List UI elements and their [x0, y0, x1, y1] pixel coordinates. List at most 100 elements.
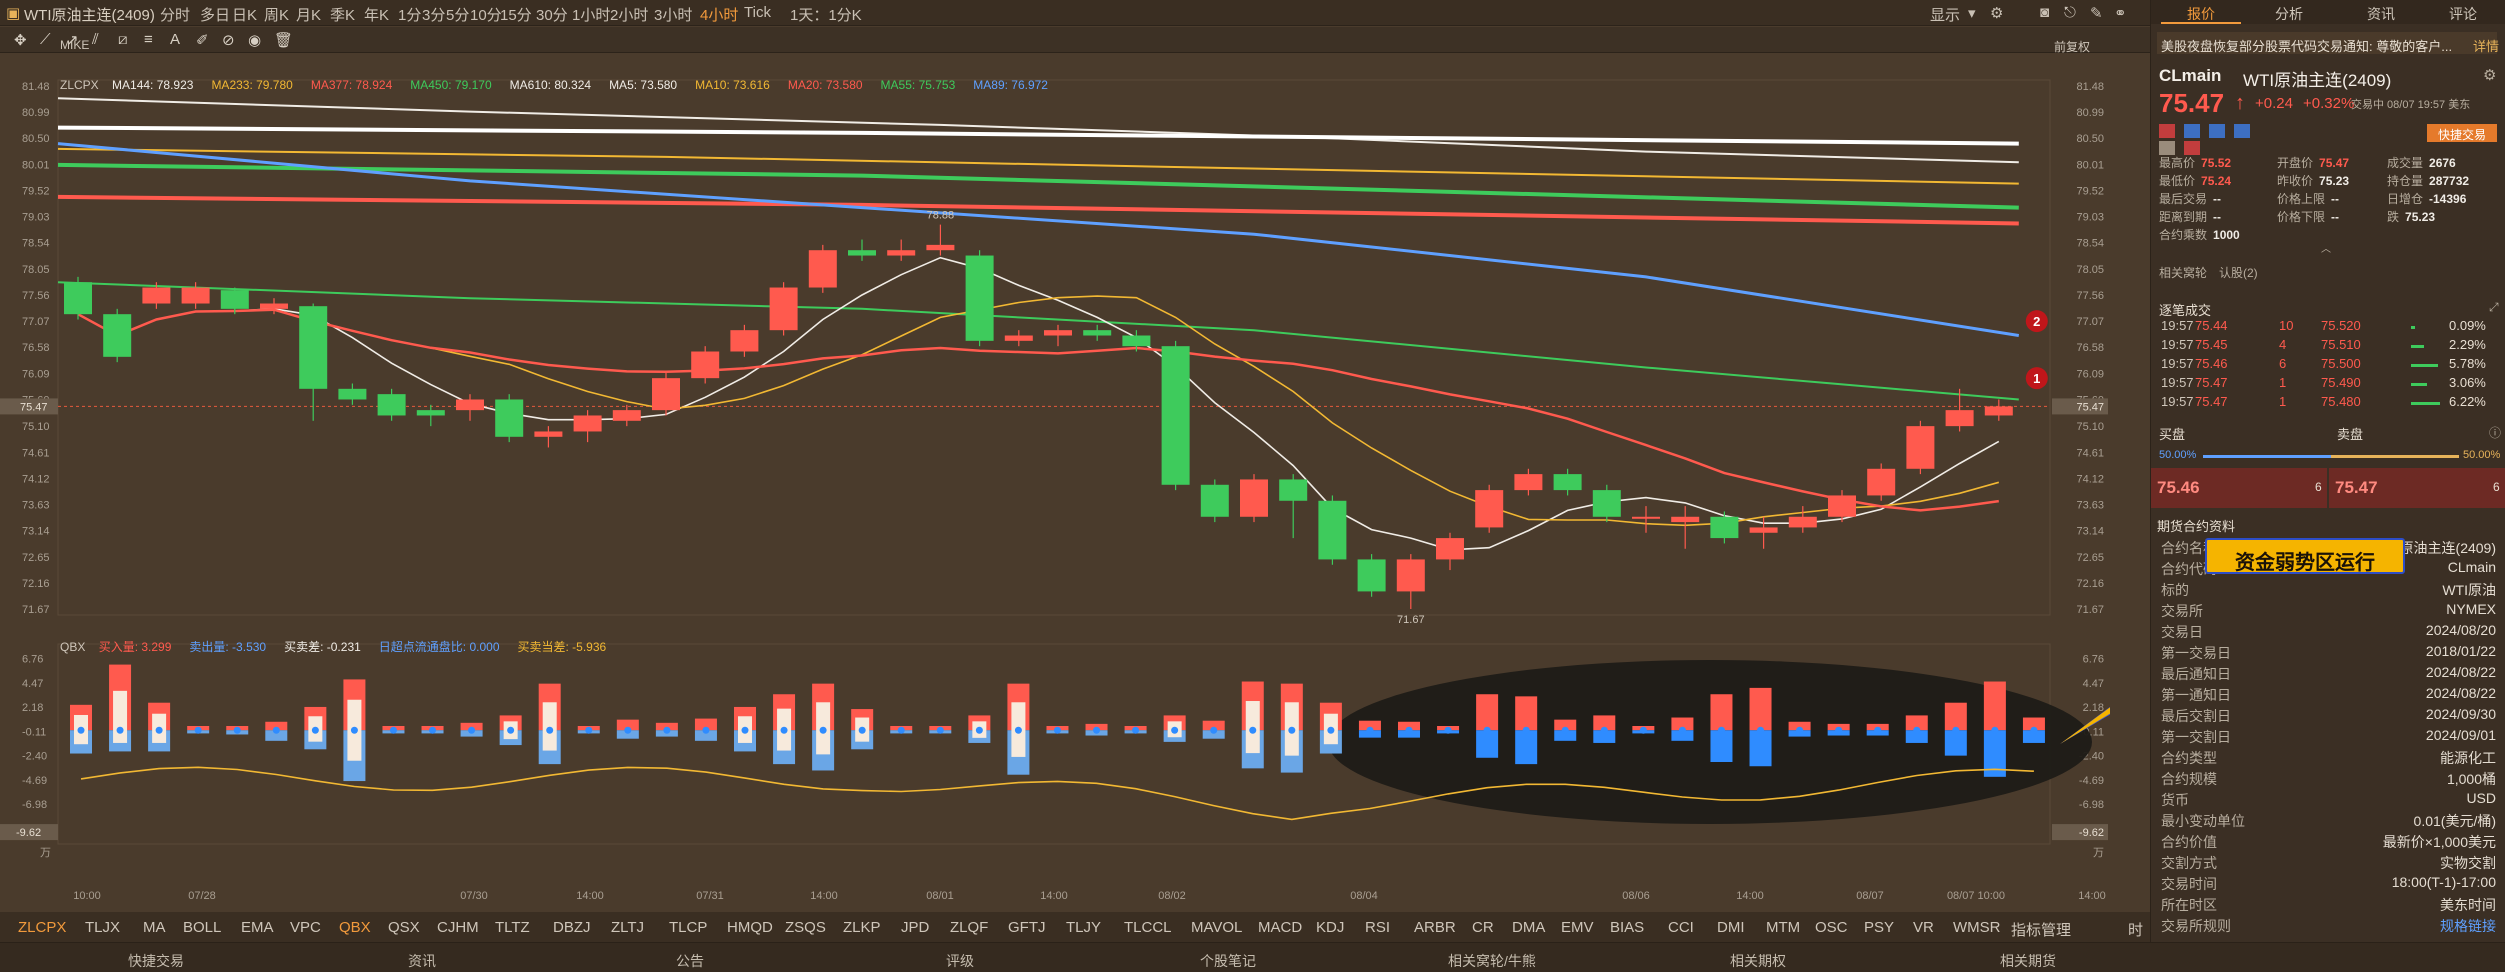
indicator-tab[interactable]: DMA — [1512, 919, 1546, 936]
indicator-tab[interactable]: 指标管理 — [2011, 922, 2072, 939]
magnet-icon[interactable]: ⊘ — [222, 32, 235, 49]
warrant-count-link[interactable]: 认股(2) — [2219, 266, 2258, 280]
panel-tab[interactable]: 报价 — [2161, 0, 2241, 24]
indicator-tab[interactable]: ZLQF — [950, 919, 989, 936]
timeframe-17[interactable]: Tick — [744, 4, 771, 21]
indicator-tab[interactable]: TLCP — [669, 919, 708, 936]
trash-icon[interactable]: 🗑 — [274, 32, 294, 49]
timeframe-12[interactable]: 30分 — [536, 7, 568, 24]
indicator-tab[interactable]: VPC — [290, 919, 321, 936]
indicator-tab[interactable]: ZLKP — [843, 919, 881, 936]
restore-label[interactable]: 前复权 — [2054, 40, 2091, 54]
indicator-tab[interactable]: BIAS — [1610, 919, 1645, 936]
timeframe-9[interactable]: 5分 — [446, 7, 470, 24]
pen-icon[interactable]: ✎ — [2090, 5, 2103, 22]
indicator-tab[interactable]: TLCCL — [1124, 919, 1172, 936]
indicator-tab[interactable]: VR — [1913, 919, 1934, 936]
fib-tool-icon[interactable]: ≡ — [144, 31, 153, 48]
line-tool-icon[interactable]: ⟋ — [40, 31, 51, 48]
timeframe-16[interactable]: 4小时 — [700, 7, 739, 24]
kline-chart[interactable]: 81.48 81.48 80.99 80.99 80.50 80.50 80.01 80.01… — [0, 54, 2230, 912]
timeframe-1[interactable]: 多日 — [200, 7, 231, 24]
timeframe-14[interactable]: 2小时 — [610, 7, 649, 24]
timeframe-0[interactable]: 分时 — [160, 7, 191, 24]
timeframe-6[interactable]: 年K — [364, 7, 390, 24]
contract-value[interactable]: 规格链接 — [2440, 918, 2496, 934]
indicator-tab[interactable]: TLJY — [1066, 919, 1102, 936]
ray-tool-icon[interactable]: ↗ — [66, 32, 79, 49]
link-icon[interactable]: ⚭ — [2114, 5, 2127, 22]
footer-link[interactable]: 快捷交易 — [128, 953, 184, 969]
settings-icon[interactable]: ⚙ — [1990, 5, 2004, 22]
news-link[interactable]: 详情 — [2473, 39, 2500, 54]
indicator-tab[interactable]: ZLTJ — [611, 919, 645, 936]
footer-link[interactable]: 公告 — [676, 953, 704, 969]
timeframe-10[interactable]: 10分 — [470, 7, 502, 24]
indicator-tab[interactable]: MACD — [1258, 919, 1303, 936]
panel-tab[interactable]: 资讯 — [2367, 6, 2395, 22]
info-icon[interactable]: ⓘ — [2489, 426, 2502, 440]
chevron-up-icon[interactable]: ︿ — [2321, 244, 2331, 255]
indicator-tab[interactable]: OSC — [1815, 919, 1848, 936]
crosshair-icon[interactable]: ✥ — [14, 32, 27, 49]
parallel-tool-icon[interactable]: ⫽ — [92, 31, 99, 48]
indicator-tab[interactable]: BOLL — [183, 919, 222, 936]
panel-tab[interactable]: 分析 — [2275, 6, 2303, 22]
timeframe-11[interactable]: 15分 — [500, 7, 532, 24]
indicator-tab[interactable]: MTM — [1766, 919, 1801, 936]
share-icon[interactable]: ⎋ — [2064, 4, 2076, 21]
indicator-tab[interactable]: TLJX — [85, 919, 121, 936]
indicator-tab[interactable]: HMQD — [727, 919, 773, 936]
timeframe-2[interactable]: 日K — [232, 7, 258, 24]
indicator-tab[interactable]: EMA — [241, 919, 274, 936]
indicator-tab[interactable]: DMI — [1717, 919, 1745, 936]
indicator-tab[interactable]: ZLCPX — [18, 919, 67, 936]
indicator-tab[interactable]: CJHM — [437, 919, 479, 936]
eye-icon[interactable]: ◉ — [248, 32, 262, 49]
text-tool-icon[interactable]: A — [170, 31, 181, 48]
footer-link[interactable]: 相关窝轮/牛熊 — [1448, 953, 1536, 969]
indicator-tab[interactable]: ZSQS — [785, 919, 826, 936]
indicator-tab[interactable]: ARBR — [1414, 919, 1456, 936]
channel-tool-icon[interactable]: ⧄ — [118, 31, 128, 48]
indicator-tab[interactable]: GFTJ — [1008, 919, 1046, 936]
indicator-tab[interactable]: DBZJ — [553, 919, 591, 936]
footer-link[interactable]: 相关期货 — [2000, 953, 2056, 969]
brush-tool-icon[interactable]: ✐ — [196, 32, 209, 49]
indicator-tab[interactable]: WMSR — [1953, 919, 2001, 936]
indicator-tab[interactable]: TLTZ — [495, 919, 530, 936]
chevron-down-icon[interactable]: ▾ — [1968, 5, 1976, 22]
indicator-tab[interactable]: KDJ — [1316, 919, 1345, 936]
indicator-tab[interactable]: QBX — [339, 919, 371, 936]
timeframe-7[interactable]: 1分 — [398, 7, 422, 24]
indicator-tab[interactable]: CCI — [1668, 919, 1694, 936]
bid-box[interactable]: 75.46 6 — [2151, 468, 2327, 508]
settings-icon[interactable]: ⚙ — [2483, 67, 2497, 84]
timeframe-3[interactable]: 周K — [264, 7, 290, 24]
timeframe-13[interactable]: 1小时 — [572, 7, 611, 24]
panel-tab[interactable]: 评论 — [2449, 6, 2477, 22]
footer-link[interactable]: 个股笔记 — [1200, 953, 1256, 969]
timeframe-18[interactable]: 1天：1分K — [790, 7, 862, 24]
indicator-tab[interactable]: CR — [1472, 919, 1494, 936]
indicator-tab[interactable]: QSX — [388, 919, 420, 936]
indicator-tab[interactable]: RSI — [1365, 919, 1391, 936]
expand-icon[interactable]: ⤢ — [2489, 300, 2499, 314]
timeframe-5[interactable]: 季K — [330, 7, 356, 24]
indicator-tab[interactable]: MA — [143, 919, 166, 936]
camera-icon[interactable]: ◙ — [2040, 4, 2050, 21]
indicator-tab[interactable]: PSY — [1864, 919, 1895, 936]
footer-link[interactable]: 资讯 — [408, 953, 436, 969]
footer-link[interactable]: 相关期权 — [1730, 953, 1786, 969]
display-menu[interactable]: 显示 — [1930, 7, 1961, 24]
indicator-tab[interactable]: MAVOL — [1191, 919, 1243, 936]
chart-area[interactable]: 81.48 81.48 80.99 80.99 80.50 80.50 80.01 80.01… — [0, 54, 2230, 914]
quick-trade-button[interactable]: 快捷交易 — [2427, 124, 2497, 142]
timeframe-8[interactable]: 3分 — [422, 7, 446, 24]
indicator-tab[interactable]: EMV — [1561, 919, 1594, 936]
indicator-tab[interactable]: JPD — [901, 919, 930, 936]
timeframe-4[interactable]: 月K — [296, 7, 322, 24]
footer-link[interactable]: 评级 — [946, 953, 974, 969]
related-warrant-link[interactable]: 相关窝轮 — [2159, 266, 2208, 280]
timeframe-15[interactable]: 3小时 — [654, 7, 693, 24]
